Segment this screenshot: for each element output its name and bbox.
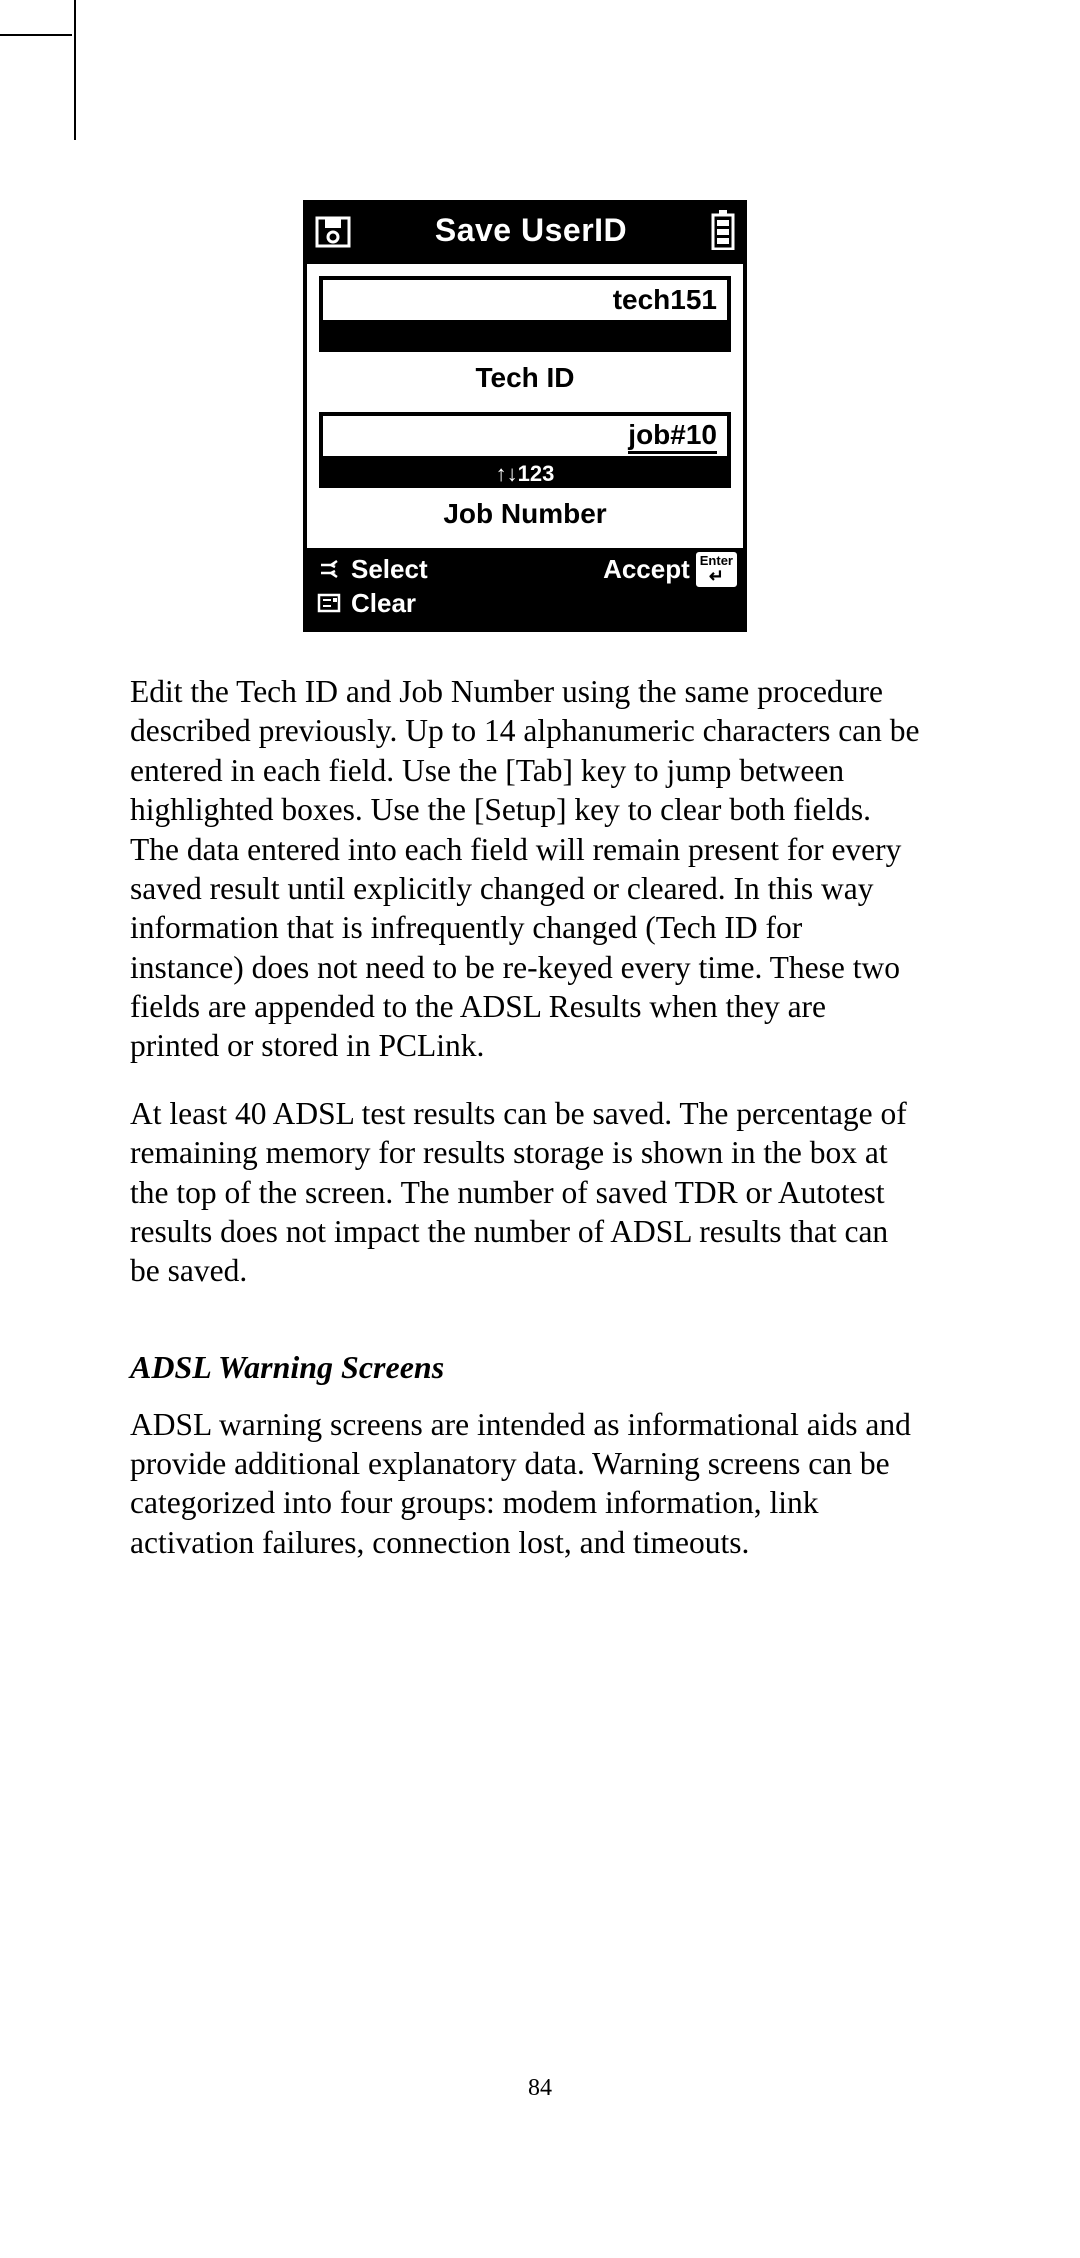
field-area-1: tech151 Tech ID	[307, 264, 743, 412]
device-title: Save UserID	[351, 212, 711, 249]
device-footer: Select Accept Enter ↵ Clear	[307, 548, 743, 628]
paragraph-3: ADSL warning screens are intended as inf…	[130, 1405, 920, 1563]
tech-id-field[interactable]: tech151	[319, 276, 731, 324]
footer-select[interactable]: Select	[351, 554, 428, 585]
enter-key-label: Enter	[700, 554, 733, 567]
enter-key-icon: Enter ↵	[696, 552, 737, 587]
section-heading: ADSL Warning Screens	[130, 1347, 920, 1387]
field-area-2: job#10 ↑↓123 Job Number	[307, 412, 743, 548]
paragraph-2: At least 40 ADSL test results can be sav…	[130, 1094, 920, 1291]
footer-clear[interactable]: Clear	[351, 588, 416, 619]
body-text: Edit the Tech ID and Job Number using th…	[130, 672, 920, 1562]
crop-mark-vertical	[74, 0, 76, 140]
tech-id-blackbar	[319, 324, 731, 352]
footer-accept[interactable]: Accept	[603, 554, 690, 585]
input-mode-bar: ↑↓123	[319, 460, 731, 488]
job-number-field[interactable]: job#10	[319, 412, 731, 460]
page-content: Save UserID tech151 Tech ID job#10 ↑↓123…	[130, 0, 920, 1590]
job-number-label: Job Number	[315, 488, 735, 544]
page-number: 84	[0, 2075, 1080, 2102]
battery-icon	[711, 210, 735, 250]
tech-id-value: tech151	[613, 284, 717, 316]
job-number-value: job#10	[628, 419, 717, 454]
device-titlebar: Save UserID	[307, 204, 743, 264]
select-icon	[313, 557, 345, 581]
crop-mark-horizontal	[0, 34, 72, 36]
paragraph-1: Edit the Tech ID and Job Number using th…	[130, 672, 920, 1066]
disk-icon	[315, 212, 351, 248]
device-screenshot: Save UserID tech151 Tech ID job#10 ↑↓123…	[303, 200, 747, 632]
tech-id-label: Tech ID	[315, 352, 735, 408]
clear-icon	[313, 591, 345, 615]
